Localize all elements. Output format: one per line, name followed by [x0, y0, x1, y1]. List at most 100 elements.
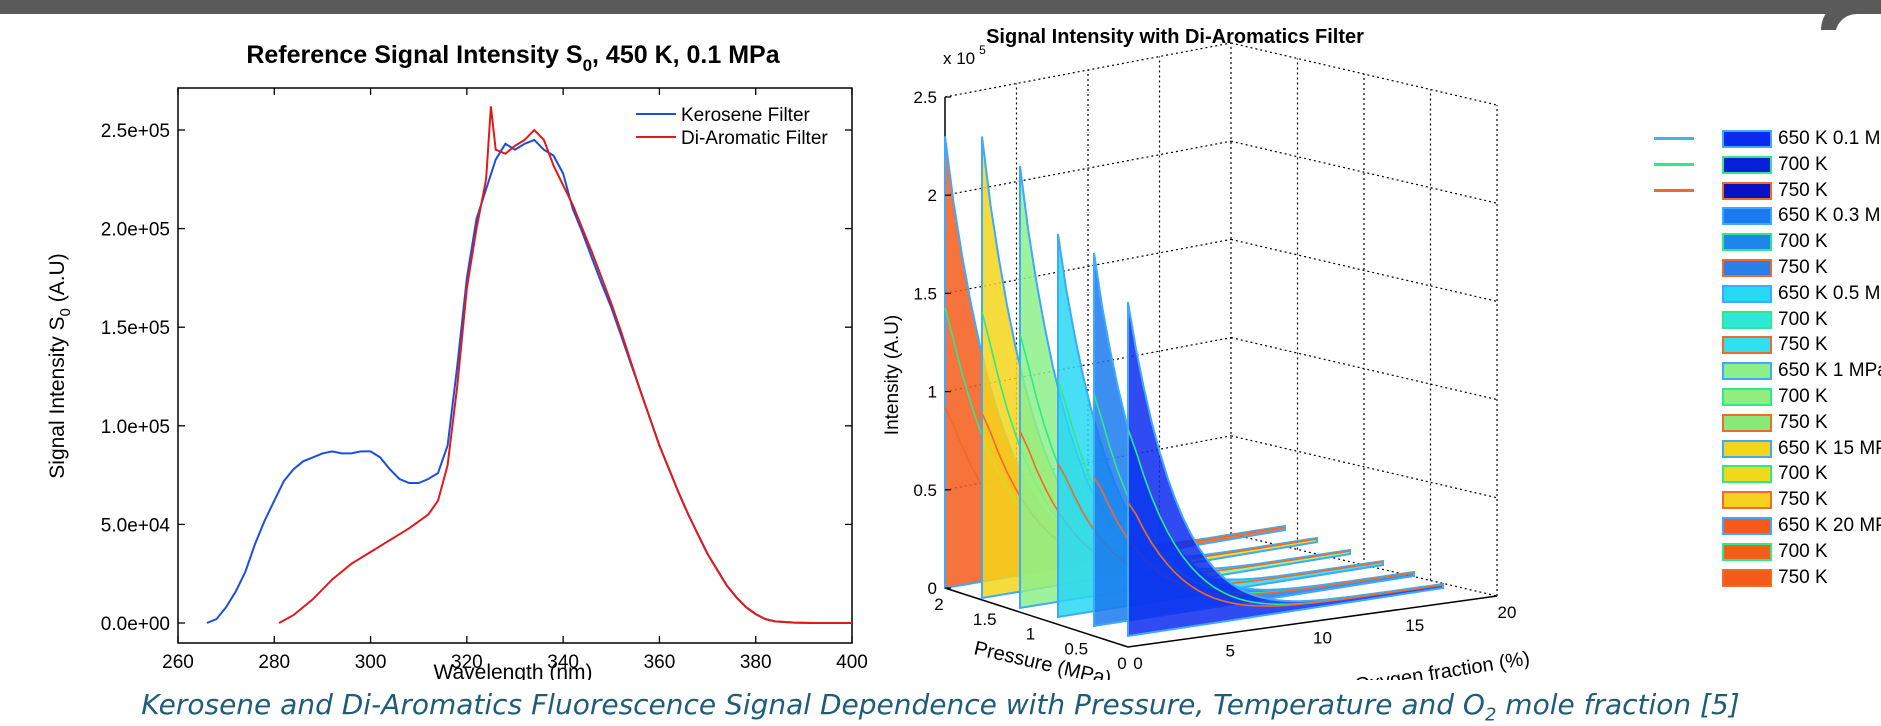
left-y-tick-label: 1.5e+05: [101, 318, 170, 339]
legend-swatch: [1722, 413, 1772, 432]
z-tick-label: 1.5: [913, 284, 937, 303]
legend-label: 750 K: [1778, 411, 1828, 433]
legend-entry: 750 K: [1650, 333, 1881, 359]
left-x-tick-label: 320: [451, 652, 483, 673]
z-multiplier-exp: 5: [979, 43, 986, 57]
z-tick-label: 1: [928, 383, 937, 402]
pressure-tick-label: 1.5: [973, 610, 997, 629]
legend-label: 650 K 0.5 MPa: [1778, 282, 1881, 304]
oxygen-tick-label: 5: [1226, 641, 1235, 660]
left-x-tick-label: 400: [836, 652, 868, 673]
legend-swatch: [1722, 362, 1772, 381]
legend-swatch: [1722, 284, 1772, 303]
pressure-axis-line: [944, 587, 1129, 648]
left-ylabel-main: Signal Intensity S: [46, 316, 69, 478]
slide-caption: Kerosene and Di-Aromatics Fluorescence S…: [0, 688, 1881, 726]
legend-label: 650 K 20 MPa: [1778, 515, 1881, 536]
legend-entry: 650 K 1 MPa: [1650, 359, 1881, 385]
left-y-tick-label: 2.5e+05: [101, 121, 170, 142]
caption-text-end: mole fraction [5]: [1496, 688, 1740, 721]
left-x-tick-label: 280: [258, 652, 290, 673]
legend-swatch: [1722, 491, 1772, 510]
legend-label: 700 K: [1778, 463, 1828, 485]
left-plot-frame: [177, 87, 853, 644]
legend-label: 700 K: [1778, 540, 1828, 562]
legend-entry: 650 K 0.5 MPa: [1650, 282, 1881, 308]
slide-corner-decoration: [1821, 0, 1881, 44]
pressure-tick-label: 1: [1026, 625, 1035, 644]
legend-entry: 700 K: [1650, 540, 1881, 566]
legend-swatch: [1722, 439, 1772, 458]
legend-swatch: [1722, 181, 1772, 200]
diaromatic-3d-chart: Signal Intensity with Di-Aromatics Filte…: [882, 26, 1531, 680]
3d-slice-surface: [1127, 301, 1444, 638]
legend-entry: 700 K: [1650, 308, 1881, 334]
legend-entry: 750 K: [1650, 179, 1881, 205]
legend-swatch: [1722, 336, 1772, 355]
z-tick-label: 2.5: [913, 88, 937, 107]
legend-label: 650 K 0.3 MPa: [1778, 205, 1881, 227]
3d-grid-line: [1230, 140, 1498, 204]
left-legend: Kerosene Filter Di-Aromatic Filter: [636, 105, 828, 149]
legend-entry: 700 K: [1650, 462, 1881, 488]
z-multiplier: x 10 5: [943, 43, 986, 68]
caption-text: Kerosene and Di-Aromatics Fluorescence S…: [141, 688, 1485, 721]
left-y-tick-label: 1.0e+05: [101, 417, 170, 438]
legend-label: 750 K: [1778, 179, 1828, 201]
z-tick-label: 2: [928, 186, 937, 205]
left-y-axis-label: Signal Intensity S0 (A.U): [46, 253, 74, 478]
legend-swatch: [1722, 517, 1772, 535]
legend-swatch: [1722, 207, 1772, 226]
legend-label: 700 K: [1778, 153, 1828, 175]
left-y-tick-label: 2.0e+05: [101, 220, 170, 241]
caption-subscript: 2: [1484, 704, 1497, 726]
right-chart-title: Signal Intensity with Di-Aromatics Filte…: [986, 26, 1364, 48]
slide-top-bar: [0, 0, 1881, 14]
z-tick-label: 0.5: [913, 481, 937, 500]
legend-swatch: [1722, 310, 1772, 329]
legend-label: 650 K 1 MPa: [1778, 360, 1881, 382]
legend-swatch: [1722, 155, 1772, 174]
legend-label: 650 K 15 MPa: [1778, 437, 1881, 459]
left-title-sub: 0: [583, 56, 592, 75]
legend-entry: 650 K 15 MPa: [1650, 437, 1881, 463]
left-series-line-diaromatic: [278, 106, 852, 624]
legend-label: 750 K: [1778, 334, 1828, 356]
legend-swatch: [1722, 465, 1772, 484]
left-x-tick-label: 380: [740, 652, 772, 673]
left-x-ticks: 260 280 300 320 340 360 380 400: [162, 88, 868, 673]
legend-swatch: [1722, 259, 1772, 277]
legend-swatch: [1722, 130, 1772, 148]
legend-line-sample: [1654, 189, 1694, 192]
legend-label: 700 K: [1778, 231, 1828, 253]
legend-line-sample: [1654, 163, 1694, 166]
legend-label: 700 K: [1778, 308, 1828, 330]
3d-grid-line: [944, 238, 1232, 294]
legend-label-diaromatic: Di-Aromatic Filter: [681, 128, 828, 149]
legend-label: 750 K: [1778, 257, 1828, 278]
pressure-tick-label: 0: [1117, 654, 1126, 673]
left-x-axis-label: Wavelength (nm): [433, 661, 592, 680]
left-x-tick-label: 300: [355, 652, 387, 673]
left-x-tick-label: 260: [162, 652, 194, 673]
oxygen-axis-line: [1127, 595, 1498, 648]
left-series-line-kerosene: [206, 138, 852, 624]
z-axis-label: Intensity (A.U): [882, 315, 903, 435]
oxygen-tick-label: 10: [1313, 629, 1332, 648]
z-tick-label: 0: [928, 579, 937, 598]
legend-label-kerosene: Kerosene Filter: [681, 105, 811, 126]
left-y-tick-label: 5.0e+04: [101, 515, 171, 536]
left-x-tick-label: 340: [547, 652, 579, 673]
3d-grid-line: [944, 140, 1232, 196]
legend-entry: 650 K 0.3 MPa: [1650, 204, 1881, 230]
legend-entry: 650 K 0.1 MPa: [1650, 127, 1881, 153]
pressure-axis-label: Pressure (MPa): [972, 637, 1113, 680]
right-chart-legend: 650 K 0.1 MPa 700 K 750 K 650 K 0.3 MPa 700 …: [1650, 127, 1881, 597]
legend-entry: 750 K: [1650, 566, 1881, 592]
left-ylabel-rest: (A.U): [46, 253, 69, 308]
legend-entry: 750 K: [1650, 488, 1881, 514]
legend-swatch: [1722, 568, 1772, 587]
oxygen-tick-label: 15: [1405, 616, 1424, 635]
legend-label: 750 K: [1778, 489, 1828, 511]
